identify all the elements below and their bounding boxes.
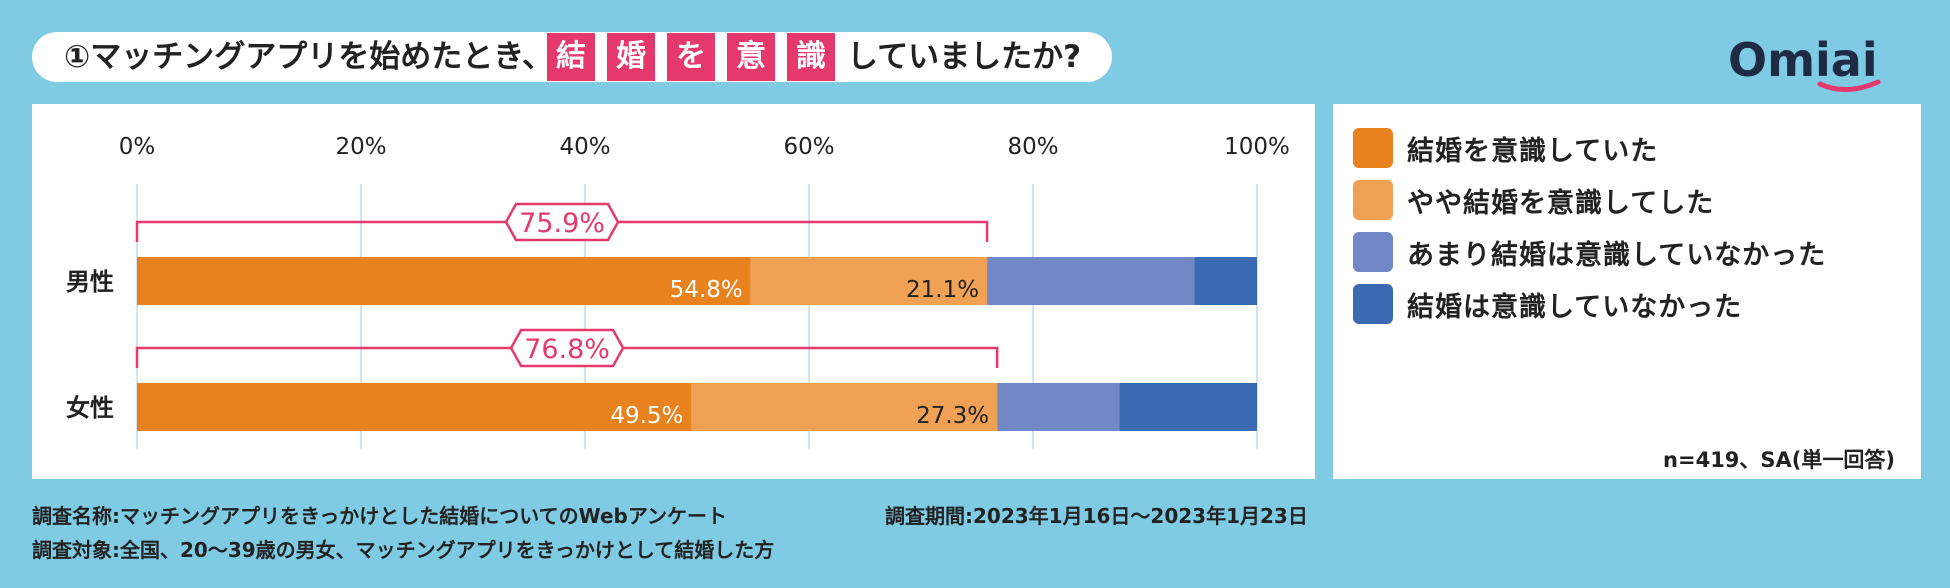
chart-panel: 0% 20% 40% 60% 80% 100% 男性 54.8% 21.1% 75.9% 女性 49.…	[32, 104, 1315, 479]
title-prefix: ①マッチングアプリを始めたとき、	[64, 39, 554, 75]
bar-segment	[750, 257, 988, 305]
bracket-badge	[509, 328, 625, 368]
legend-item: 結婚は意識していなかった	[1353, 284, 1742, 324]
title-keyword-box: 識	[787, 33, 835, 81]
legend-label: 結婚は意識していなかった	[1407, 291, 1743, 323]
bar-segment	[137, 257, 751, 305]
legend-panel: 結婚を意識していた やや結婚を意識してした あまり結婚は意識していなかった 結婚…	[1333, 104, 1921, 479]
bracket-badge	[504, 202, 620, 242]
title-keywords: 結 婚 を 意 識	[547, 32, 835, 82]
legend-label: やや結婚を意識してした	[1407, 187, 1715, 219]
category-label: 女性	[66, 394, 114, 422]
bar-segment	[1194, 257, 1257, 305]
bar-segment	[691, 383, 998, 431]
legend-label: 結婚を意識していた	[1407, 135, 1659, 167]
survey-period: 調査期間:2023年1月16日〜2023年1月23日	[885, 504, 1308, 528]
x-tick-label: 20%	[335, 134, 386, 160]
bracket-label: 75.9%	[519, 208, 605, 239]
data-label: 21.1%	[906, 277, 979, 303]
logo-smile-mark	[1817, 79, 1881, 92]
title-keyword-box: を	[667, 33, 715, 81]
title-keyword-box: 婚	[607, 33, 655, 81]
sample-note: n=419、SA(単一回答)	[1663, 448, 1895, 472]
x-tick-label: 40%	[559, 134, 610, 160]
stacked-bar-chart: 0% 20% 40% 60% 80% 100% 男性 54.8% 21.1% 75.9% 女性 49.…	[66, 134, 1290, 449]
x-tick-label: 60%	[783, 134, 834, 160]
legend-swatch	[1353, 232, 1393, 272]
brand-wordmark: Omiai	[1728, 33, 1878, 87]
legend-item: 結婚を意識していた	[1353, 128, 1658, 168]
bar-segment	[987, 257, 1195, 305]
legend-swatch	[1353, 284, 1393, 324]
title-suffix: していましたか?	[847, 39, 1082, 75]
x-tick-label: 100%	[1224, 134, 1290, 160]
omiai-logo: Omiai	[1728, 33, 1881, 92]
bar-segment	[1119, 383, 1257, 431]
legend-swatch	[1353, 128, 1393, 168]
bracket-label: 76.8%	[524, 334, 610, 365]
x-tick-label: 80%	[1007, 134, 1058, 160]
data-label: 49.5%	[610, 403, 683, 429]
title-keyword-box: 意	[727, 33, 775, 81]
legend-item: あまり結婚は意識していなかった	[1353, 232, 1826, 272]
category-label: 男性	[66, 268, 114, 296]
data-label: 54.8%	[670, 277, 743, 303]
title-bar: ①マッチングアプリを始めたとき、 結 婚 を 意 識 していましたか?	[32, 32, 1112, 82]
legend-item: やや結婚を意識してした	[1353, 180, 1714, 220]
legend-label: あまり結婚は意識していなかった	[1407, 239, 1827, 271]
title-keyword-box: 結	[547, 33, 595, 81]
bar-segment	[137, 383, 692, 431]
legend-swatch	[1353, 180, 1393, 220]
survey-target: 調査対象:全国、20〜39歳の男女、マッチングアプリをきっかけとして結婚した方	[32, 538, 775, 562]
survey-name: 調査名称:マッチングアプリをきっかけとした結婚についてのWebアンケート	[32, 504, 728, 528]
x-tick-label: 0%	[119, 134, 156, 160]
data-label: 27.3%	[916, 403, 989, 429]
bar-segment	[997, 383, 1120, 431]
